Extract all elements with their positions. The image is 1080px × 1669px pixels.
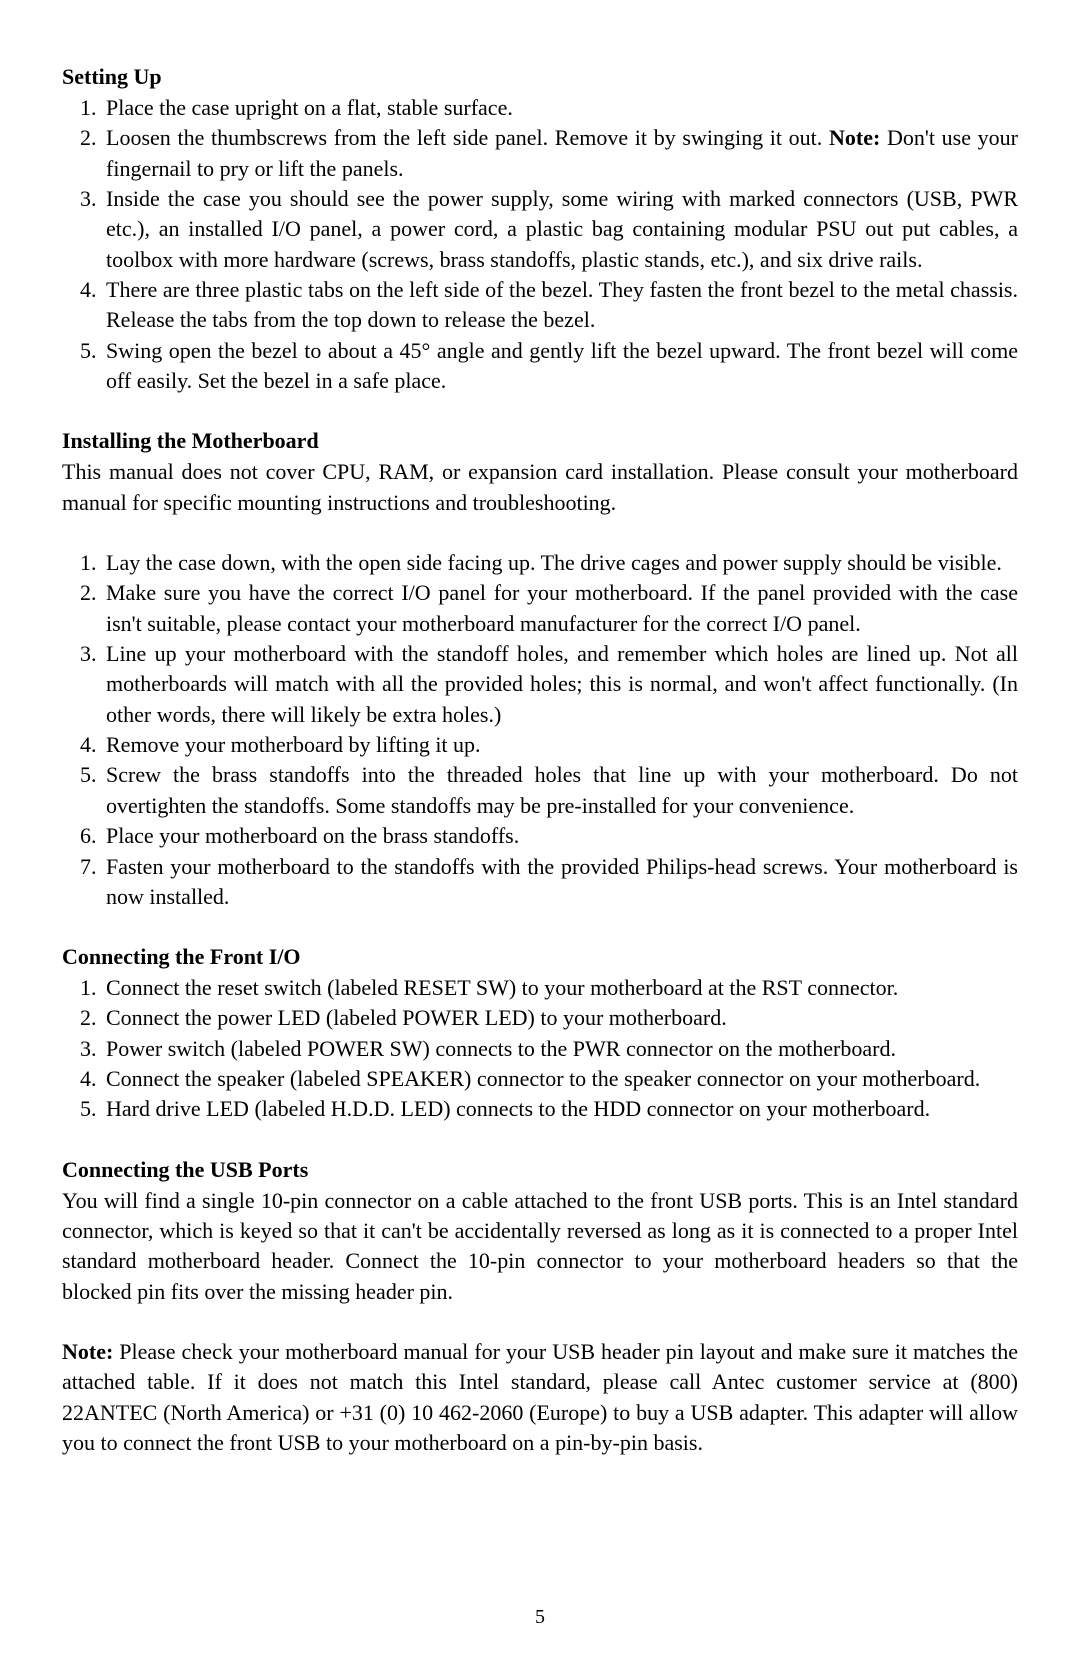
- front-io-list: Connect the reset switch (labeled RESET …: [62, 973, 1018, 1125]
- list-item: Lay the case down, with the open side fa…: [102, 548, 1018, 578]
- note-text: Please check your motherboard manual for…: [62, 1339, 1018, 1455]
- list-item: Hard drive LED (labeled H.D.D. LED) conn…: [102, 1094, 1018, 1124]
- motherboard-list: Lay the case down, with the open side fa…: [62, 548, 1018, 912]
- list-item: Screw the brass standoffs into the threa…: [102, 760, 1018, 821]
- heading-front-io: Connecting the Front I/O: [62, 942, 1018, 973]
- list-item: Connect the reset switch (labeled RESET …: [102, 973, 1018, 1003]
- list-item: Loosen the thumbscrews from the left sid…: [102, 123, 1018, 184]
- list-item: Swing open the bezel to about a 45° angl…: [102, 336, 1018, 397]
- page-number: 5: [0, 1606, 1080, 1629]
- manual-page: Setting Up Place the case upright on a f…: [0, 0, 1080, 1669]
- usb-note: Note: Please check your motherboard manu…: [62, 1337, 1018, 1458]
- list-item: Connect the speaker (labeled SPEAKER) co…: [102, 1064, 1018, 1094]
- heading-usb-ports: Connecting the USB Ports: [62, 1155, 1018, 1186]
- list-item: Place the case upright on a flat, stable…: [102, 93, 1018, 123]
- heading-installing-motherboard: Installing the Motherboard: [62, 426, 1018, 457]
- motherboard-intro: This manual does not cover CPU, RAM, or …: [62, 457, 1018, 518]
- list-item: Place your motherboard on the brass stan…: [102, 821, 1018, 851]
- heading-setting-up: Setting Up: [62, 62, 1018, 93]
- list-item: Line up your motherboard with the stando…: [102, 639, 1018, 730]
- list-item: Remove your motherboard by lifting it up…: [102, 730, 1018, 760]
- list-item: Inside the case you should see the power…: [102, 184, 1018, 275]
- list-item: Connect the power LED (labeled POWER LED…: [102, 1003, 1018, 1033]
- list-item: Power switch (labeled POWER SW) connects…: [102, 1034, 1018, 1064]
- setting-up-list: Place the case upright on a flat, stable…: [62, 93, 1018, 397]
- list-item: Make sure you have the correct I/O panel…: [102, 578, 1018, 639]
- list-item: There are three plastic tabs on the left…: [102, 275, 1018, 336]
- usb-intro: You will find a single 10-pin connector …: [62, 1186, 1018, 1307]
- list-item: Fasten your motherboard to the standoffs…: [102, 852, 1018, 913]
- note-label: Note:: [62, 1339, 113, 1364]
